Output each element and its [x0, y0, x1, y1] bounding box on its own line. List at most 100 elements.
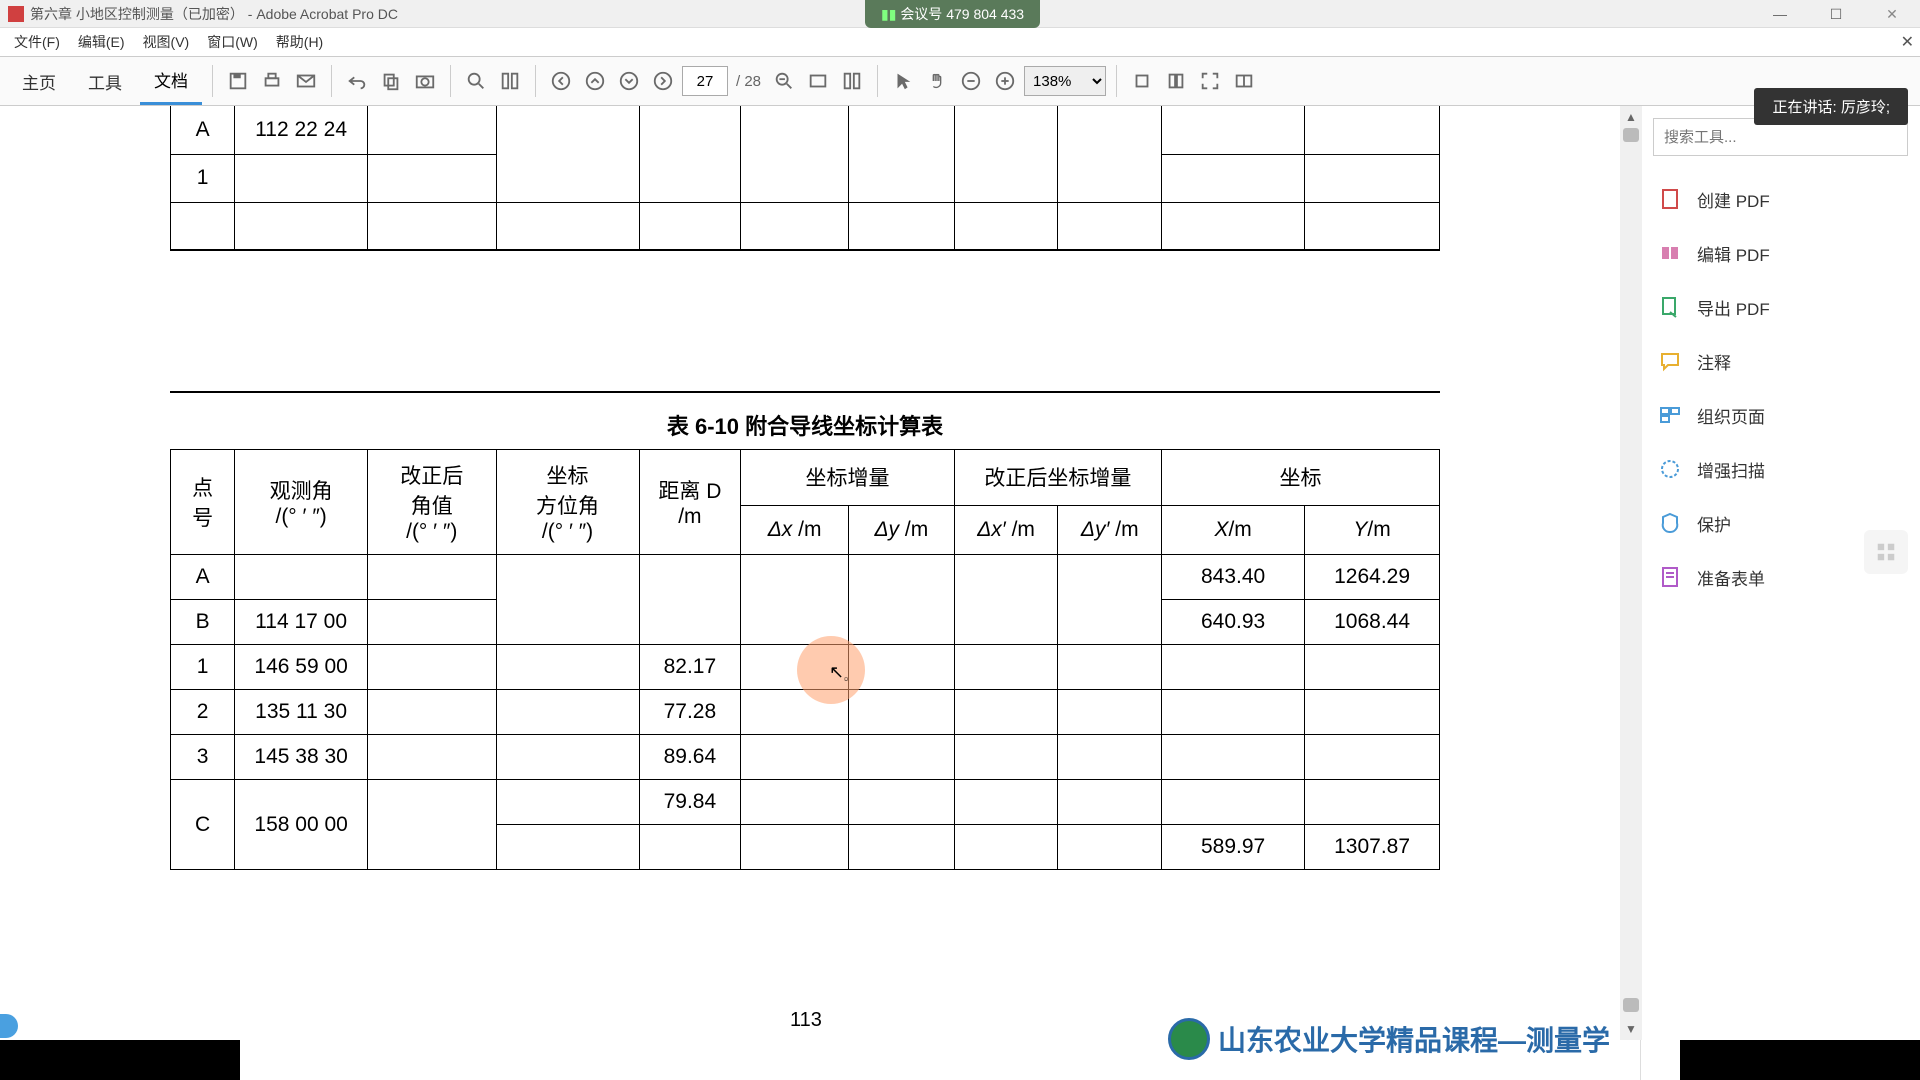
meeting-number: 会议号 479 804 433 [900, 6, 1024, 22]
menubar-close-icon[interactable]: ✕ [1901, 32, 1914, 52]
right-tools-panel: 创建 PDF 编辑 PDF 导出 PDF 注释 组织页面 增强扫描 保护 准备 [1640, 106, 1920, 1080]
window-title: 第六章 小地区控制测量（已加密） - Adobe Acrobat Pro DC [30, 4, 398, 24]
cell: 1307.87 [1305, 825, 1440, 870]
page-layout-icon[interactable] [1161, 66, 1191, 96]
minimize-button[interactable]: — [1752, 0, 1808, 28]
th-dx: Δx /m [741, 505, 849, 554]
separator [1116, 65, 1117, 97]
cell: B [171, 600, 235, 645]
fit-page-icon[interactable] [837, 66, 867, 96]
menu-file[interactable]: 文件(F) [6, 29, 68, 55]
th-obs-angle: 观测角/(° ′ ″) [235, 450, 368, 555]
first-page-icon[interactable] [546, 66, 576, 96]
zoom-select[interactable]: 138% [1024, 66, 1106, 96]
table-row [171, 202, 1440, 250]
separator [331, 65, 332, 97]
th-pt: 点号 [171, 450, 235, 555]
cell: 82.17 [639, 645, 741, 690]
find-icon[interactable] [495, 66, 525, 96]
scroll-thumb[interactable] [1623, 128, 1639, 142]
tool-export-pdf[interactable]: 导出 PDF [1653, 280, 1908, 334]
select-icon[interactable] [888, 66, 918, 96]
page-number-input[interactable] [682, 66, 728, 96]
tab-document[interactable]: 文档 [140, 57, 202, 105]
watermark: 山东农业大学精品课程—测量学 [1168, 1018, 1610, 1060]
th-Y: Y/m [1305, 505, 1440, 554]
separator [212, 65, 213, 97]
fullscreen-icon[interactable] [1195, 66, 1225, 96]
toolbar: 主页 工具 文档 / 28 138% [0, 56, 1920, 106]
rotate-icon[interactable] [1127, 66, 1157, 96]
form-icon [1657, 564, 1683, 590]
tool-create-pdf[interactable]: 创建 PDF [1653, 172, 1908, 226]
menu-edit[interactable]: 编辑(E) [70, 29, 133, 55]
cell: 1 [171, 645, 235, 690]
menu-help[interactable]: 帮助(H) [268, 29, 331, 55]
separator [877, 65, 878, 97]
tab-home[interactable]: 主页 [8, 59, 70, 104]
menu-window[interactable]: 窗口(W) [199, 29, 266, 55]
print-icon[interactable] [257, 66, 287, 96]
maximize-button[interactable]: ☐ [1808, 0, 1864, 28]
organize-icon [1657, 402, 1683, 428]
camera-icon[interactable] [410, 66, 440, 96]
comment-icon [1657, 348, 1683, 374]
th-dxp: Δx′ /m [954, 505, 1058, 554]
cell: 158 00 00 [235, 780, 368, 870]
page-number: 113 [790, 1009, 822, 1032]
cell: 77.28 [639, 690, 741, 735]
cell: 640.93 [1162, 600, 1305, 645]
document-pane: A 112 22 24 1 表 6-10 附合导线坐标计算表 [0, 106, 1640, 1080]
undo-icon[interactable] [342, 66, 372, 96]
protect-icon [1657, 510, 1683, 536]
prev-page-icon[interactable] [580, 66, 610, 96]
page-total: / 28 [732, 73, 765, 90]
mail-icon[interactable] [291, 66, 321, 96]
tool-organize[interactable]: 组织页面 [1653, 388, 1908, 442]
tool-edit-pdf[interactable]: 编辑 PDF [1653, 226, 1908, 280]
tool-enhance-scan[interactable]: 增强扫描 [1653, 442, 1908, 496]
scroll-up-icon[interactable]: ▲ [1620, 106, 1642, 128]
th-dyp: Δy′ /m [1058, 505, 1162, 554]
next-page-icon[interactable] [614, 66, 644, 96]
float-grid-icon[interactable] [1864, 530, 1908, 574]
cell: 2 [171, 690, 235, 735]
tool-comment[interactable]: 注释 [1653, 334, 1908, 388]
search-icon[interactable] [461, 66, 491, 96]
meeting-badge: ▮▮ 会议号 479 804 433 [865, 0, 1040, 28]
th-corr-angle: 改正后角值/(° ′ ″) [367, 450, 496, 555]
zoom-out-marquee-icon[interactable] [769, 66, 799, 96]
tool-label: 编辑 PDF [1697, 241, 1770, 266]
speaking-overlay: 正在讲话: 厉彦玲; [1754, 88, 1908, 125]
zoom-in-icon[interactable] [990, 66, 1020, 96]
close-button[interactable]: ✕ [1864, 0, 1920, 28]
save-icon[interactable] [223, 66, 253, 96]
watermark-text: 山东农业大学精品课程—测量学 [1218, 1019, 1610, 1059]
create-pdf-icon [1657, 186, 1683, 212]
university-logo-icon [1168, 1018, 1210, 1060]
scroll-thumb[interactable] [1623, 998, 1639, 1012]
cell: 145 38 30 [235, 735, 368, 780]
last-page-icon[interactable] [648, 66, 678, 96]
cell: 589.97 [1162, 825, 1305, 870]
th-dy: Δy /m [848, 505, 954, 554]
zoom-out-icon[interactable] [956, 66, 986, 96]
fit-width-icon[interactable] [803, 66, 833, 96]
th-coord: 坐标 [1162, 450, 1440, 506]
tab-tools[interactable]: 工具 [74, 59, 136, 104]
read-mode-icon[interactable] [1229, 66, 1259, 96]
cell: 1068.44 [1305, 600, 1440, 645]
tool-label: 注释 [1697, 349, 1731, 374]
copy-icon[interactable] [376, 66, 406, 96]
scroll-down-icon[interactable]: ▼ [1620, 1018, 1642, 1040]
menu-view[interactable]: 视图(V) [135, 29, 198, 55]
vertical-scrollbar[interactable]: ▲ ▼ [1620, 106, 1642, 1040]
edit-pdf-icon [1657, 240, 1683, 266]
top-partial-table: A 112 22 24 1 [170, 106, 1440, 251]
cell: 135 11 30 [235, 690, 368, 735]
hand-icon[interactable] [922, 66, 952, 96]
th-azimuth: 坐标方位角/(° ′ ″) [496, 450, 639, 555]
cell: C [171, 780, 235, 870]
tool-label: 增强扫描 [1697, 457, 1765, 482]
header-row: 点号 观测角/(° ′ ″) 改正后角值/(° ′ ″) 坐标方位角/(° ′ … [171, 450, 1440, 506]
